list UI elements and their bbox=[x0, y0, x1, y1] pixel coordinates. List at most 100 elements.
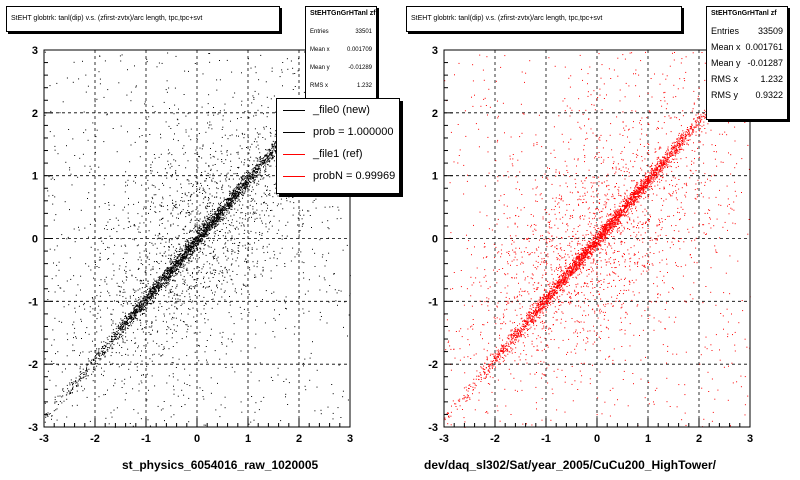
scatter-point bbox=[112, 320, 114, 322]
scatter-point bbox=[103, 348, 105, 349]
scatter-point bbox=[342, 249, 344, 251]
scatter-point bbox=[209, 229, 211, 231]
scatter-point bbox=[197, 234, 199, 236]
scatter-point bbox=[85, 332, 86, 334]
scatter-point bbox=[117, 328, 119, 329]
scatter-point bbox=[153, 154, 155, 155]
scatter-point bbox=[237, 186, 238, 188]
scatter-point bbox=[264, 201, 265, 203]
scatter-point bbox=[162, 205, 164, 207]
scatter-point bbox=[221, 336, 223, 338]
scatter-point bbox=[301, 225, 303, 227]
scatter-point bbox=[125, 323, 126, 325]
scatter-point bbox=[180, 263, 182, 265]
scatter-point bbox=[228, 197, 229, 199]
scatter-point bbox=[141, 328, 143, 330]
scatter-point bbox=[150, 221, 152, 223]
scatter-point bbox=[59, 395, 61, 397]
scatter-point bbox=[198, 240, 200, 242]
scatter-point bbox=[216, 218, 218, 220]
scatter-point bbox=[236, 152, 238, 154]
scatter-point bbox=[259, 169, 261, 171]
scatter-point bbox=[230, 224, 232, 226]
scatter-point bbox=[246, 206, 248, 208]
scatter-point bbox=[194, 244, 196, 246]
scatter-point bbox=[225, 217, 227, 219]
scatter-point bbox=[248, 312, 250, 314]
scatter-point bbox=[190, 256, 192, 258]
scatter-point bbox=[262, 247, 264, 249]
scatter-point bbox=[98, 348, 100, 350]
scatter-point bbox=[270, 165, 272, 167]
scatter-point bbox=[54, 317, 56, 319]
scatter-point bbox=[75, 336, 77, 338]
scatter-point bbox=[189, 246, 191, 248]
scatter-point bbox=[122, 291, 124, 293]
scatter-point bbox=[119, 326, 121, 328]
scatter-point bbox=[176, 265, 178, 267]
scatter-point bbox=[127, 227, 129, 228]
scatter-point bbox=[244, 284, 246, 286]
scatter-point bbox=[327, 220, 329, 222]
scatter-point bbox=[164, 420, 165, 422]
scatter-point bbox=[142, 299, 144, 301]
scatter-point bbox=[170, 266, 172, 268]
scatter-point bbox=[272, 157, 273, 158]
scatter-point bbox=[217, 188, 219, 190]
scatter-point bbox=[77, 383, 79, 385]
scatter-point bbox=[154, 280, 156, 282]
scatter-point bbox=[137, 310, 139, 312]
scatter-point bbox=[327, 406, 329, 408]
scatter-point bbox=[207, 219, 209, 221]
scatter-point bbox=[170, 272, 171, 274]
scatter-point bbox=[174, 293, 176, 295]
scatter-point bbox=[274, 147, 276, 149]
scatter-point bbox=[230, 160, 232, 162]
scatter-point bbox=[238, 194, 240, 196]
scatter-point bbox=[262, 269, 264, 271]
scatter-point bbox=[114, 382, 116, 384]
scatter-point bbox=[202, 187, 204, 189]
scatter-point bbox=[163, 275, 165, 277]
scatter-point bbox=[92, 122, 94, 124]
scatter-point bbox=[138, 128, 140, 129]
scatter-point bbox=[214, 235, 216, 237]
scatter-point bbox=[167, 153, 169, 155]
scatter-point bbox=[54, 291, 56, 293]
scatter-point bbox=[225, 235, 227, 237]
scatter-point bbox=[53, 219, 55, 221]
scatter-point bbox=[72, 382, 74, 384]
scatter-point bbox=[159, 252, 161, 254]
scatter-point bbox=[129, 297, 131, 299]
scatter-point bbox=[137, 259, 139, 261]
scatter-point bbox=[142, 313, 144, 314]
scatter-point bbox=[243, 187, 245, 189]
scatter-point bbox=[142, 303, 144, 305]
scatter-point bbox=[259, 156, 261, 158]
scatter-point bbox=[232, 283, 234, 285]
scatter-point bbox=[217, 221, 219, 223]
scatter-point bbox=[226, 259, 228, 261]
scatter-point bbox=[197, 228, 199, 230]
scatter-point bbox=[140, 324, 142, 326]
scatter-point bbox=[324, 206, 326, 208]
scatter-point bbox=[226, 199, 228, 201]
scatter-point bbox=[186, 239, 188, 241]
scatter-point bbox=[226, 250, 228, 252]
scatter-point bbox=[168, 279, 170, 281]
scatter-point bbox=[218, 204, 220, 206]
scatter-point bbox=[107, 350, 109, 352]
scatter-point bbox=[131, 316, 133, 318]
scatter-point bbox=[184, 296, 186, 298]
scatter-point bbox=[157, 282, 159, 284]
scatter-point bbox=[183, 257, 185, 259]
scatter-point bbox=[225, 180, 227, 182]
scatter-point bbox=[269, 194, 271, 196]
scatter-point bbox=[188, 250, 190, 252]
scatter-point bbox=[145, 307, 146, 309]
scatter-point bbox=[142, 297, 144, 299]
scatter-point bbox=[166, 277, 168, 279]
scatter-point bbox=[255, 157, 257, 159]
scatter-point bbox=[240, 350, 242, 352]
scatter-point bbox=[192, 243, 194, 245]
